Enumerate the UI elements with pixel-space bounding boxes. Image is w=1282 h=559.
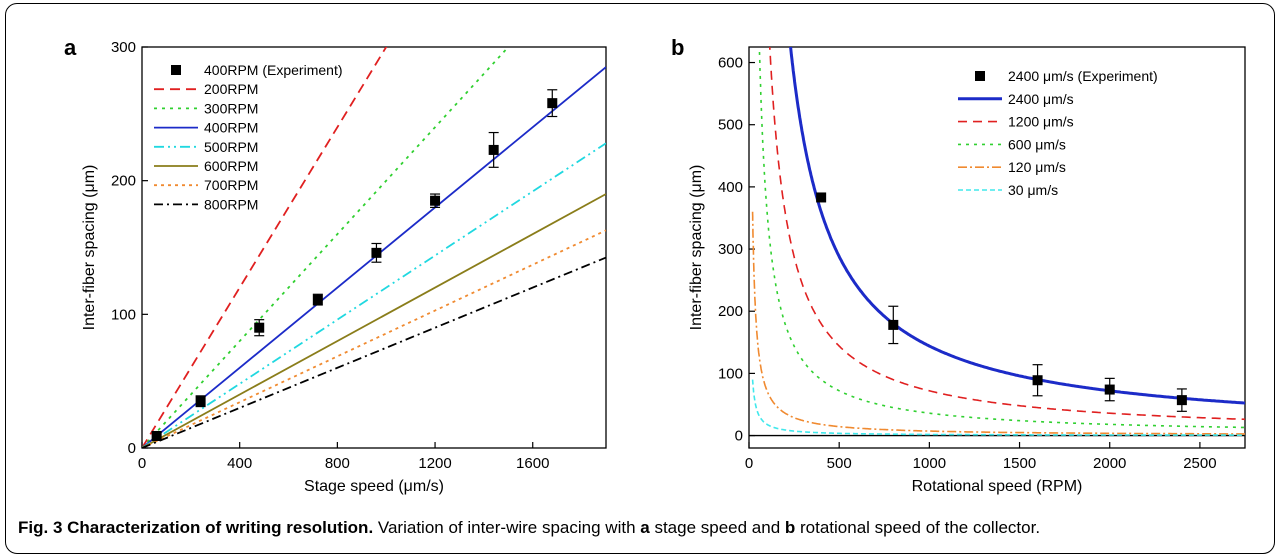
data-point [195,396,206,407]
data-point [151,430,162,441]
data-point [816,192,827,203]
series-line-600rpm [142,193,606,448]
x-tick-label: 1000 [913,455,946,472]
legend-marker [975,71,985,81]
data-point [1032,375,1043,386]
data-point [254,322,265,333]
y-tick-label: 400 [718,179,743,196]
x-tick-label: 1200 [418,455,451,472]
caption-bold-b: b [784,518,796,537]
data-point [1104,384,1115,395]
y-tick-label: 500 [718,117,743,134]
legend-label: 200RPM [204,81,258,97]
legend-label: 2400 μm/s [1008,91,1074,107]
plot-frame-a [141,46,607,449]
caption-text-2: stage speed and [649,518,785,537]
legend-label: 400RPM [204,120,258,136]
data-point [371,247,382,258]
y-tick-label: 0 [735,428,743,445]
panel-label: a [64,35,77,60]
caption-bold-a: a [640,518,650,537]
series-line-800rpm [142,256,606,448]
y-tick-label: 0 [128,440,136,457]
x-axis-label: Rotational speed (RPM) [912,478,1083,495]
y-tick-label: 100 [718,365,743,382]
x-tick-label: 800 [325,455,350,472]
series-line-200rpm [142,47,388,448]
figure-svg: 0 400 800 1200 1600 0 100 200 300 Stage speed (μm… [64,35,1246,495]
y-tick-label: 300 [718,241,743,258]
y-tick-label: 200 [111,173,136,190]
series-curve [758,47,1245,429]
panel-label: b [671,35,684,60]
data-point [888,319,899,330]
plot-frame-b [748,46,1246,449]
x-tick-label: 2500 [1183,455,1216,472]
series-curve [768,47,1245,421]
x-tick-label: 500 [827,455,852,472]
legend-label: 500RPM [204,139,258,155]
legend-label: 120 μm/s [1008,159,1066,175]
y-tick-label: 200 [718,303,743,320]
data-point [312,294,323,305]
caption-title: Characterization of writing resolution. [67,518,374,537]
series-curve [789,47,1245,405]
figure-frame [5,3,1275,554]
legend-label: 300RPM [204,100,258,116]
caption-fig-label: Fig. 3 [18,518,63,537]
series-curve [751,379,1245,437]
x-axis-label: Stage speed (μm/s) [304,478,444,495]
legend-marker [171,65,181,75]
legend-label: 800RPM [204,196,258,212]
legend-label: 400RPM (Experiment) [204,62,343,78]
x-tick-label: 400 [227,455,252,472]
legend-label: 600RPM [204,158,258,174]
series-line-300rpm [142,47,510,448]
legend-label: 2400 μm/s (Experiment) [1008,68,1158,84]
y-tick-label: 300 [111,39,136,56]
x-tick-label: 0 [745,455,753,472]
figure-caption: Fig. 3 Characterization of writing resol… [18,518,1040,538]
caption-text-3: rotational speed of the collector. [795,518,1041,537]
x-tick-label: 1600 [516,455,549,472]
series-curve [751,211,1245,435]
y-tick-label: 600 [718,55,743,72]
caption-text-1: Variation of inter-wire spacing with [373,518,641,537]
data-point [488,144,499,155]
x-tick-label: 1500 [1003,455,1036,472]
x-tick-label: 2000 [1093,455,1126,472]
data-point [1176,395,1187,406]
data-point [430,195,441,206]
series-line-700rpm [142,229,606,448]
series-group-b [751,47,1245,437]
legend-label: 30 μm/s [1008,182,1058,198]
legend-label: 700RPM [204,177,258,193]
series-line-500rpm [142,142,606,448]
legend-label: 600 μm/s [1008,136,1066,152]
legend-label: 1200 μm/s [1008,114,1074,130]
y-tick-label: 100 [111,306,136,323]
y-axis-label: Inter-fiber spacing (μm) [688,165,705,331]
data-point [547,98,558,109]
y-axis-label: Inter-fiber spacing (μm) [81,165,98,331]
x-tick-label: 0 [138,455,146,472]
